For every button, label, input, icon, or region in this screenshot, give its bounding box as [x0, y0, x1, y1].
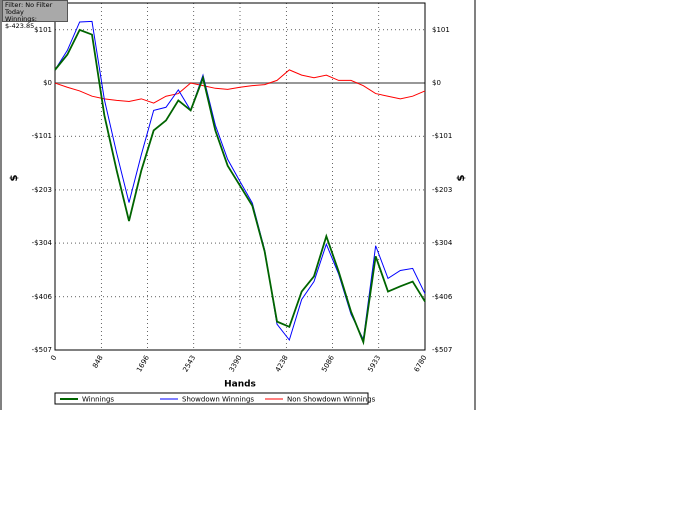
- x-tick-label: 4238: [274, 354, 290, 373]
- y-tick-label: -$406: [32, 293, 53, 301]
- period-text: Today: [5, 8, 24, 16]
- y2-tick-label: -$507: [432, 346, 452, 354]
- y2-tick-label: -$304: [432, 239, 453, 247]
- legend-label: Showdown Winnings: [182, 396, 254, 404]
- y2-tick-label: -$406: [432, 293, 453, 301]
- info-box: Filter: No Filter Today Winnings: $-423.…: [2, 0, 68, 30]
- y-tick-label: $0: [43, 79, 52, 87]
- legend-label: Non Showdown Winnings: [287, 396, 376, 404]
- y-tick-label: -$304: [32, 239, 53, 247]
- y2-tick-label: $0: [432, 79, 441, 87]
- y2-tick-label: -$203: [432, 186, 452, 194]
- x-tick-label: 6780: [413, 354, 429, 373]
- series-line: [54, 20, 426, 342]
- x-tick-label: 1696: [135, 354, 151, 374]
- y2-axis-label: $: [456, 174, 467, 181]
- legend: [54, 392, 369, 405]
- y2-tick-label: $101: [432, 26, 450, 34]
- x-tick-label: 3390: [228, 354, 244, 373]
- x-axis-label: Hands: [224, 380, 256, 390]
- y2-tick-label: -$101: [432, 132, 452, 140]
- series-line: [54, 28, 426, 346]
- winnings-text: Winnings: $-423.85: [5, 15, 37, 30]
- legend-label: Winnings: [82, 396, 114, 404]
- y-tick-label: -$101: [32, 132, 52, 140]
- x-tick-label: 5933: [366, 354, 382, 373]
- y-tick-label: -$203: [32, 186, 52, 194]
- series-line: [54, 69, 426, 104]
- y-tick-label: -$507: [32, 346, 52, 354]
- x-tick-label: 0: [49, 354, 58, 362]
- x-tick-label: 848: [91, 354, 105, 370]
- x-tick-label: 5086: [320, 354, 336, 374]
- filter-text: Filter: No Filter: [5, 1, 53, 9]
- y-tick-label: $101: [34, 26, 52, 34]
- plot-frame: [54, 2, 426, 351]
- y-axis-label: $: [9, 174, 20, 181]
- x-tick-label: 2543: [181, 354, 197, 373]
